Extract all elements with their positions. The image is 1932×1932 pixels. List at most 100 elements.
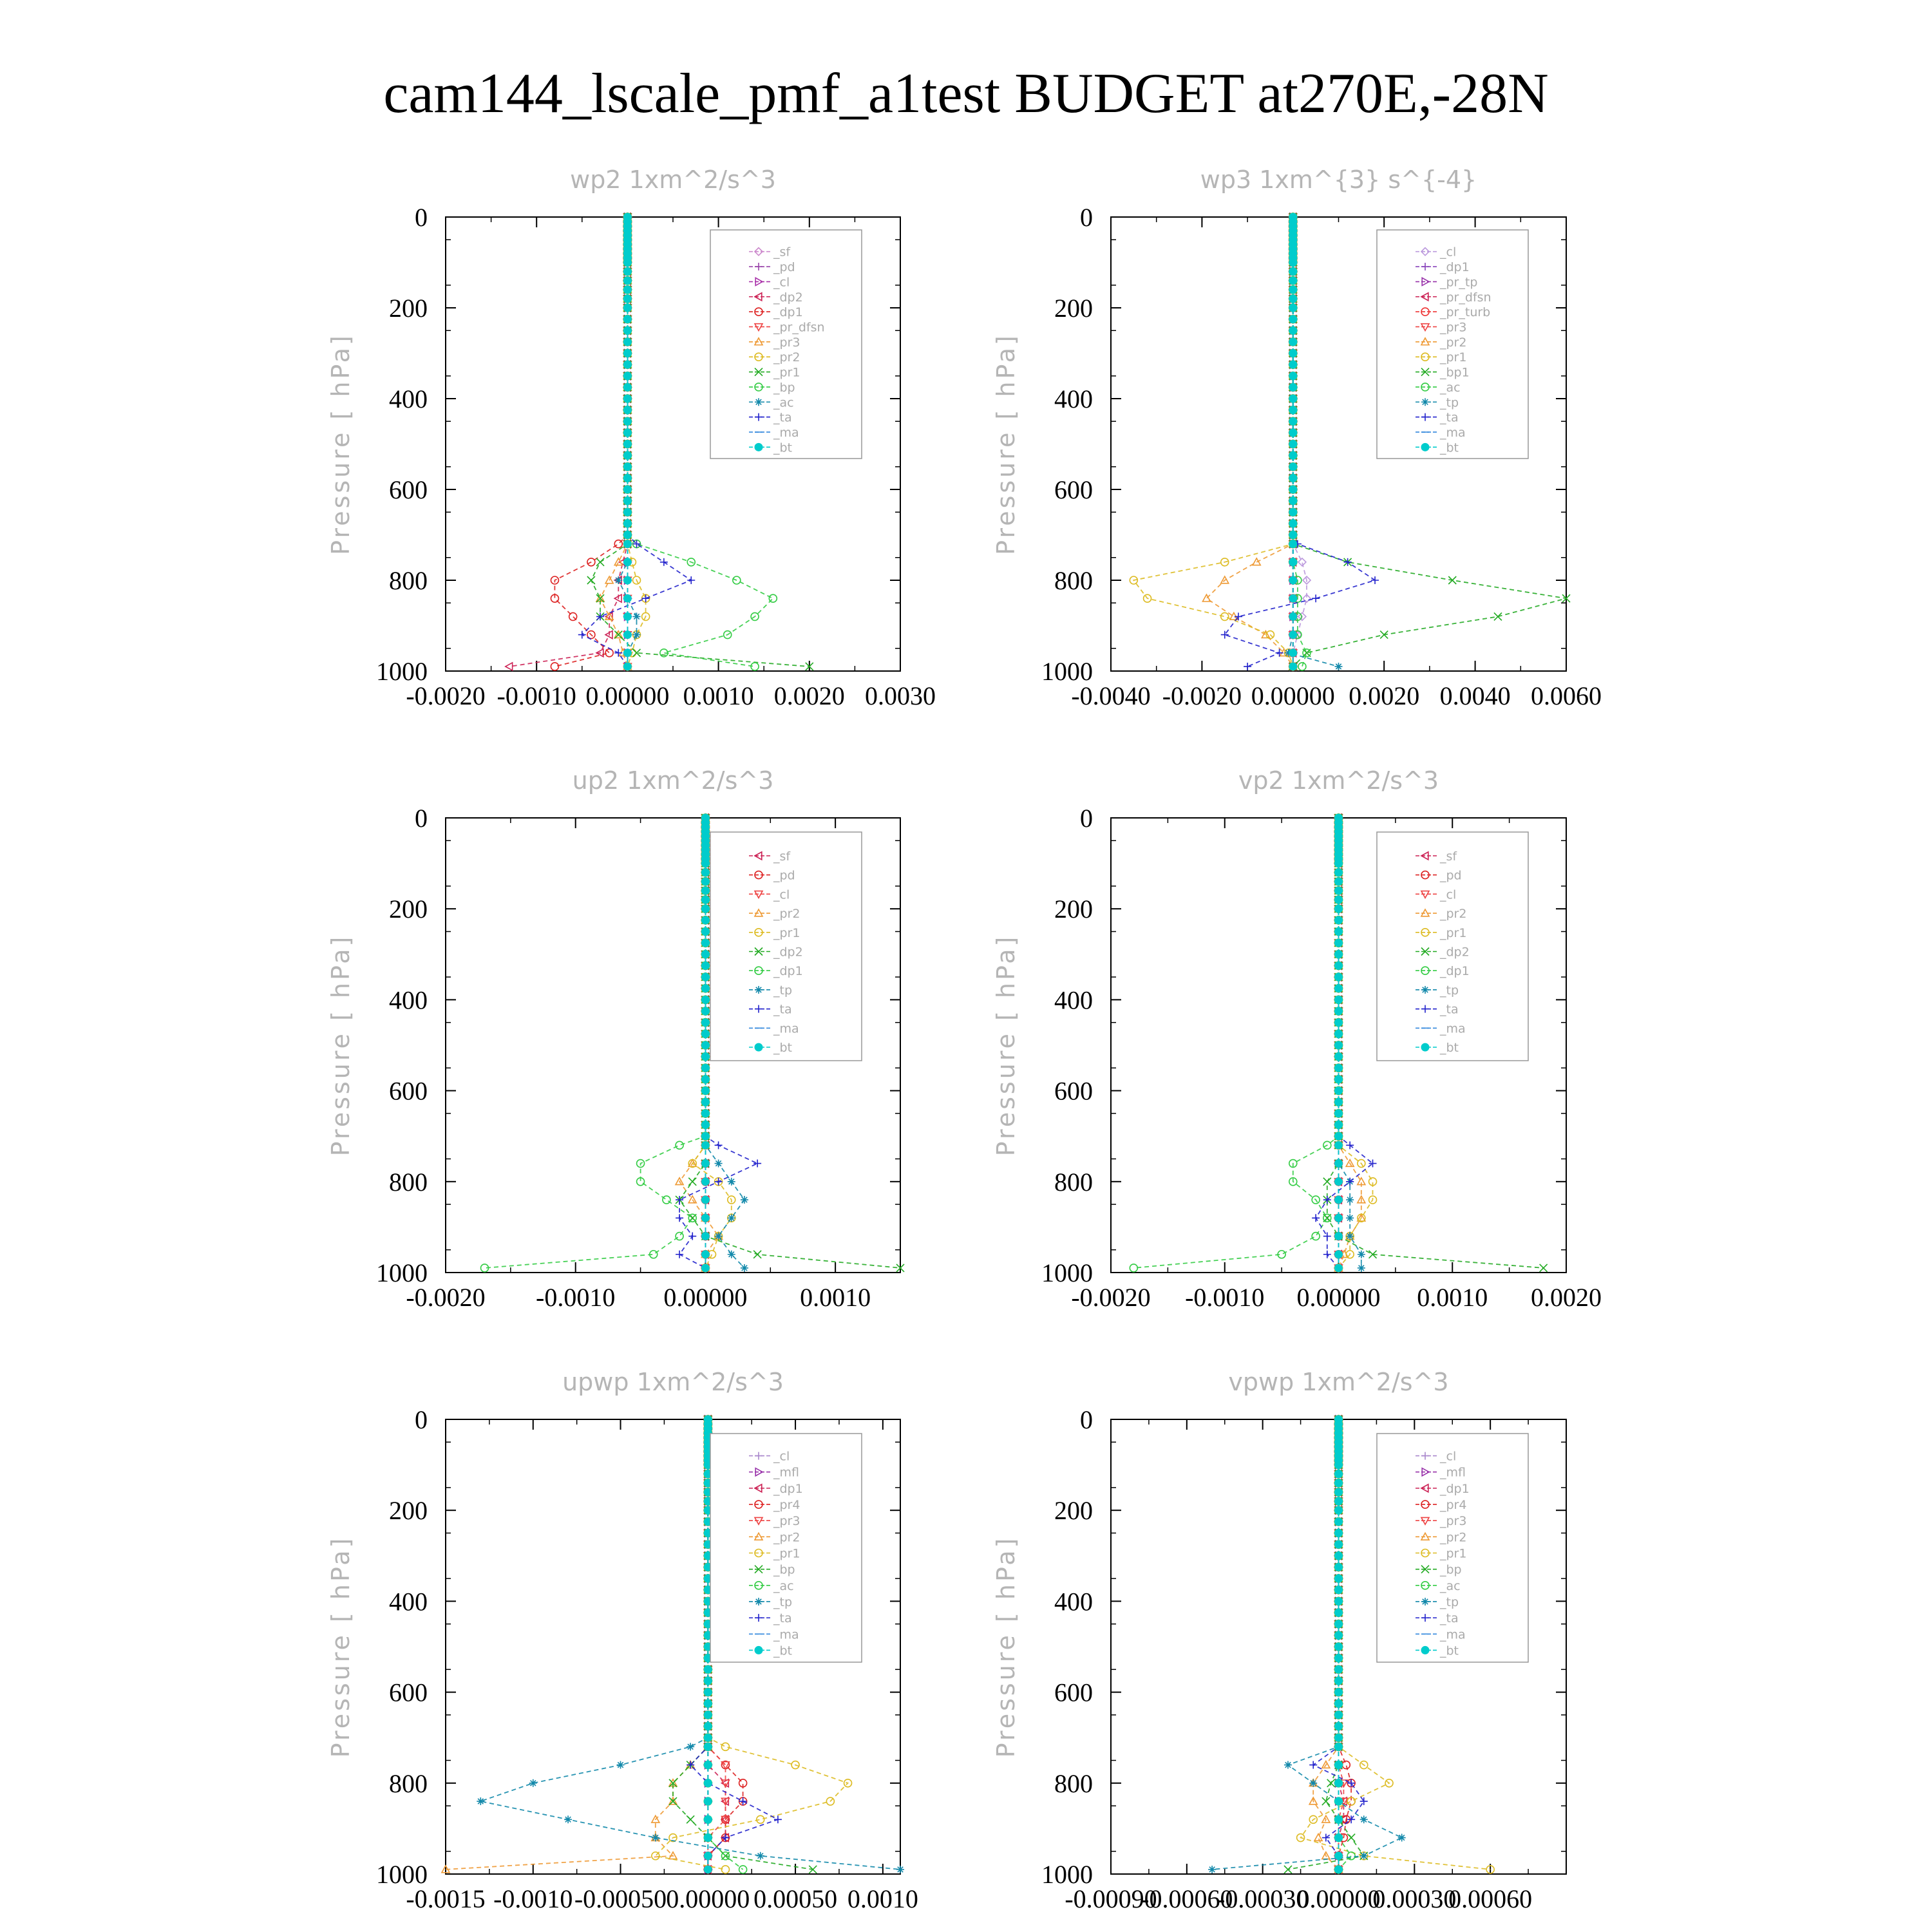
legend-entry: _tp (1416, 983, 1459, 998)
data-point (1302, 594, 1312, 603)
data-point (701, 938, 710, 947)
y-tick-label: 600 (389, 475, 428, 504)
y-tick-label: 600 (1054, 1678, 1093, 1707)
legend-label: _pr2 (773, 350, 800, 365)
plot-frame (445, 1419, 901, 1875)
legend-entry: _dp1 (749, 964, 803, 978)
data-point (1323, 1177, 1332, 1186)
legend-label: _bp (773, 381, 795, 395)
legend-entry: _dp1 (749, 305, 803, 319)
data-point (623, 594, 632, 603)
page-title: cam144_lscale_pmf_a1test BUDGET at270E,-… (383, 62, 1549, 125)
data-point (1334, 927, 1343, 936)
legend-label: _ma (1439, 1627, 1466, 1642)
legend-label: _bp (1439, 1563, 1462, 1577)
data-point (688, 1177, 697, 1186)
data-point (650, 1814, 661, 1823)
data-point (1368, 1159, 1377, 1168)
data-point (1562, 594, 1571, 603)
data-point (703, 1865, 712, 1874)
legend-entry: _ma (1416, 426, 1466, 440)
data-point (641, 594, 650, 603)
data-point (1334, 1029, 1343, 1038)
data-point (1289, 451, 1298, 460)
data-point (1220, 557, 1229, 567)
data-point (1334, 1852, 1343, 1861)
data-point (701, 950, 710, 959)
data-point (701, 1041, 710, 1050)
data-point (701, 1109, 710, 1118)
data-point (1334, 1540, 1343, 1549)
x-tick-label: -0.0010 (536, 1283, 615, 1312)
data-point (1347, 1797, 1356, 1806)
data-point (623, 451, 632, 460)
data-point (1334, 1815, 1343, 1824)
data-point (1359, 1852, 1368, 1860)
data-point (623, 462, 632, 471)
legend-entry: _ma (749, 426, 799, 440)
data-point (1334, 895, 1343, 904)
data-point (1220, 612, 1229, 621)
data-point (550, 594, 560, 603)
legend-entry: _ma (1416, 1021, 1466, 1036)
data-point (721, 1742, 730, 1752)
legend-entry: _bt (1416, 440, 1459, 455)
data-point (1323, 1141, 1332, 1150)
data-point (614, 539, 623, 549)
data-point (616, 1761, 625, 1769)
data-point (701, 1086, 710, 1095)
data-point (1202, 593, 1211, 602)
data-point (753, 1250, 762, 1259)
legend-label: _mfl (773, 1466, 799, 1480)
legend-label: _dp1 (773, 964, 803, 978)
legend-label: _cl (1439, 1450, 1456, 1464)
data-point (1486, 1865, 1495, 1874)
data-point (623, 394, 632, 403)
data-point (703, 1852, 712, 1861)
legend-entry: _cl (749, 887, 790, 902)
data-point (614, 630, 623, 639)
data-point (1289, 349, 1298, 357)
data-point (687, 576, 696, 584)
data-point (1334, 1596, 1343, 1605)
series-line (1132, 217, 1294, 667)
data-point (1334, 1461, 1343, 1470)
x-tick-label: 0.00030 (1372, 1884, 1456, 1913)
data-point (1334, 950, 1343, 959)
legend-entry: _bt (1416, 1041, 1459, 1055)
x-tick-label: 0.0030 (865, 681, 936, 710)
legend-label: _ta (773, 1003, 792, 1017)
x-tick-label: 0.00050 (753, 1884, 837, 1913)
legend-entry: _dp2 (749, 290, 803, 305)
data-point (701, 1029, 710, 1038)
data-point (605, 648, 614, 658)
data-point (623, 303, 632, 312)
data-point (703, 1665, 712, 1674)
y-tick-label: 400 (1054, 985, 1093, 1014)
x-tick-label: 0.00000 (1251, 681, 1335, 710)
legend-entry: _pr4 (749, 1498, 800, 1512)
y-tick-label: 600 (1054, 1077, 1093, 1106)
data-point (703, 1815, 712, 1824)
data-point (1357, 1213, 1366, 1223)
data-point (687, 1761, 695, 1769)
data-point (623, 267, 632, 276)
legend-entry: _dp1 (1416, 964, 1470, 978)
data-point (632, 630, 641, 639)
legend-entry: _pr2 (749, 1530, 800, 1544)
legend-entry: _pr1 (749, 1547, 800, 1561)
data-point (750, 612, 759, 621)
legend-label: _bp (773, 1563, 795, 1577)
data-point (1323, 1232, 1331, 1240)
y-tick-label: 600 (389, 1077, 428, 1106)
legend-entry: _ma (749, 1021, 799, 1036)
legend: _sf _pd _cl _pr2 _pr1 _dp2 _dp1 _tp _ta _ma _bt (1376, 831, 1529, 1061)
legend-label: _pd (773, 260, 795, 274)
series-bt (1334, 1415, 1343, 1874)
data-point (1313, 1832, 1323, 1842)
data-point (1346, 1177, 1354, 1186)
data-point (596, 594, 605, 603)
data-point (1334, 972, 1343, 981)
legend-entry: _bt (1416, 1643, 1459, 1658)
data-point (623, 326, 632, 335)
